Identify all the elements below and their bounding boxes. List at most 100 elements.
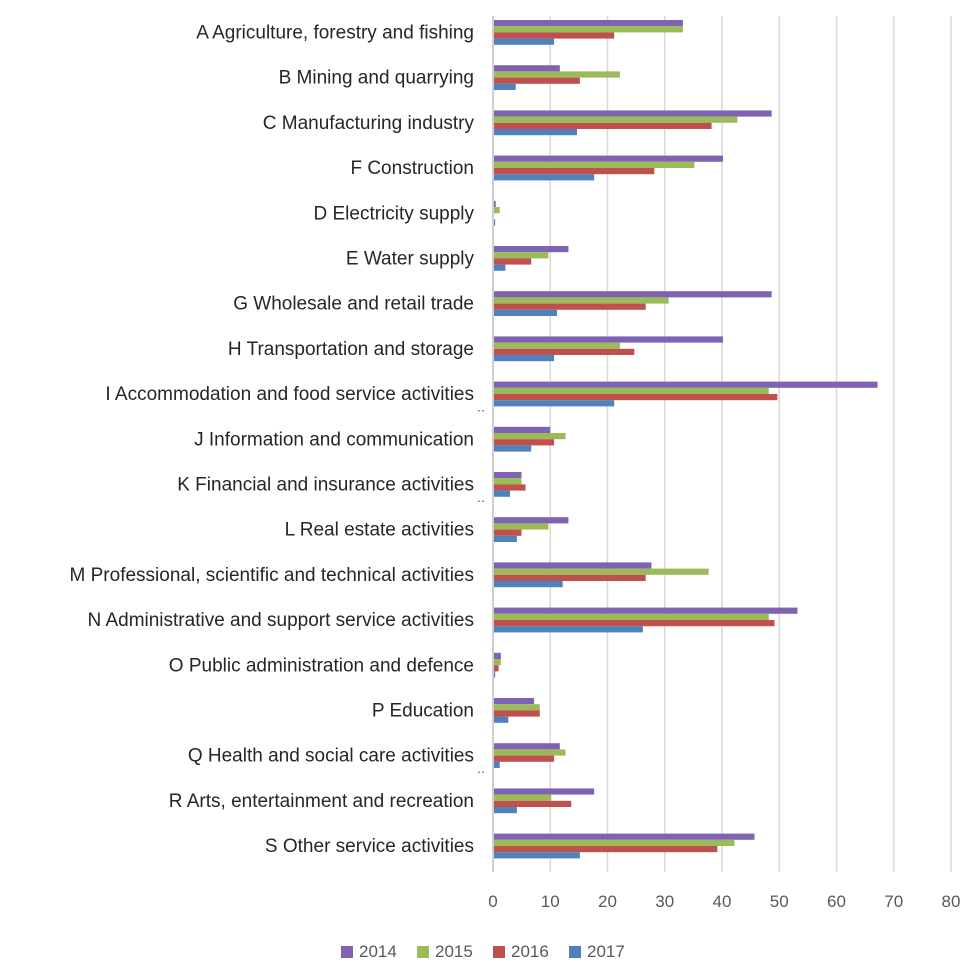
x-tick-label: 60: [827, 892, 846, 911]
category-label: C Manufacturing industry: [263, 113, 475, 134]
category-note: ..: [477, 760, 485, 776]
bar-2015: [494, 478, 522, 485]
category-label: D Electricity supply: [314, 203, 475, 224]
bar-2017: [494, 355, 555, 362]
legend-swatch: [569, 946, 581, 958]
x-tick-label: 30: [655, 892, 674, 911]
bars: [494, 20, 878, 859]
category-label: E Water supply: [346, 249, 475, 270]
category-group: [494, 607, 798, 633]
category-group: [494, 743, 566, 768]
category-label: H Transportation and storage: [228, 339, 474, 360]
bar-2016: [494, 710, 540, 717]
legend-label: 2014: [359, 942, 397, 961]
category-label: O Public administration and defence: [169, 655, 474, 676]
category-label: S Other service activities: [265, 836, 474, 857]
bar-2017: [494, 83, 516, 90]
bar-2016: [494, 394, 778, 401]
bar-2014: [494, 20, 683, 27]
bar-2015: [494, 433, 566, 440]
bar-2014: [494, 291, 772, 298]
bar-2014: [494, 788, 595, 795]
bar-2016: [494, 620, 775, 627]
x-tick-label: 0: [488, 892, 497, 911]
bar-2015: [494, 568, 709, 575]
x-axis-tick-labels: 0 10 20 30 40 50 60 70 80: [488, 892, 960, 911]
bar-2015: [494, 704, 540, 711]
category-group: [494, 336, 723, 362]
category-group: [494, 381, 878, 407]
x-tick-label: 40: [713, 892, 732, 911]
category-label: N Administrative and support service act…: [88, 610, 475, 631]
category-labels: A Agriculture, forestry and fishing B Min…: [70, 23, 475, 858]
legend-swatch: [493, 946, 505, 958]
bar-2016: [494, 574, 646, 581]
category-group: [494, 517, 569, 542]
bar-2016: [494, 122, 712, 129]
bar-2014: [494, 472, 522, 479]
bar-2014: [494, 698, 535, 705]
category-notes: ......: [477, 399, 485, 777]
bar-2017: [494, 761, 500, 768]
category-label: P Education: [372, 701, 474, 722]
bar-2014: [494, 652, 501, 659]
bar-2016: [494, 529, 522, 536]
bar-2015: [494, 297, 669, 304]
bar-2014: [494, 110, 772, 117]
bar-2016: [494, 665, 499, 672]
bar-2017: [494, 400, 615, 407]
legend-label: 2015: [435, 942, 473, 961]
legend: 2014 2015 2016 2017: [341, 942, 625, 961]
bar-2016: [494, 32, 615, 39]
bar-2014: [494, 336, 723, 343]
bar-2017: [494, 445, 532, 452]
category-label: M Professional, scientific and technical…: [70, 565, 474, 586]
category-label: R Arts, entertainment and recreation: [169, 791, 474, 812]
category-group: [494, 472, 526, 497]
category-label: Q Health and social care activities: [188, 746, 474, 767]
bar-2016: [494, 77, 580, 84]
bar-2015: [494, 342, 620, 349]
category-label: I Accommodation and food service activit…: [105, 384, 474, 405]
bar-2017: [494, 490, 511, 497]
bar-2014: [494, 607, 798, 614]
category-group: [494, 20, 683, 45]
bar-2014: [494, 517, 569, 524]
bar-2017: [494, 264, 506, 271]
bar-2017: [494, 807, 517, 814]
bar-2015: [494, 207, 500, 214]
bar-2017: [494, 219, 496, 226]
bar-2017: [494, 671, 496, 678]
bar-2014: [494, 381, 878, 388]
bar-2014: [494, 65, 560, 72]
x-tick-label: 20: [598, 892, 617, 911]
bar-2015: [494, 116, 738, 123]
category-group: [494, 698, 540, 723]
legend-swatch: [341, 946, 353, 958]
legend-item: 2015: [417, 942, 473, 961]
bar-2017: [494, 174, 595, 181]
bar-2014: [494, 200, 496, 207]
bar-2015: [494, 26, 683, 33]
x-tick-label: 50: [770, 892, 789, 911]
category-label: K Financial and insurance activities: [177, 475, 474, 496]
legend-item: 2014: [341, 942, 397, 961]
bar-2016: [494, 439, 555, 446]
category-label: G Wholesale and retail trade: [233, 294, 474, 315]
bar-2017: [494, 129, 578, 136]
bar-2016: [494, 348, 635, 355]
bar-2014: [494, 562, 652, 569]
bar-2015: [494, 71, 620, 78]
bar-2016: [494, 800, 572, 807]
category-group: [494, 562, 709, 588]
category-group: [494, 200, 500, 226]
category-label: B Mining and quarrying: [279, 68, 474, 89]
bar-2017: [494, 852, 580, 859]
bar-2016: [494, 484, 526, 491]
bar-2016: [494, 846, 718, 853]
category-note: ..: [477, 489, 485, 505]
bar-2014: [494, 155, 723, 162]
bar-2017: [494, 626, 643, 633]
bar-2014: [494, 743, 560, 750]
